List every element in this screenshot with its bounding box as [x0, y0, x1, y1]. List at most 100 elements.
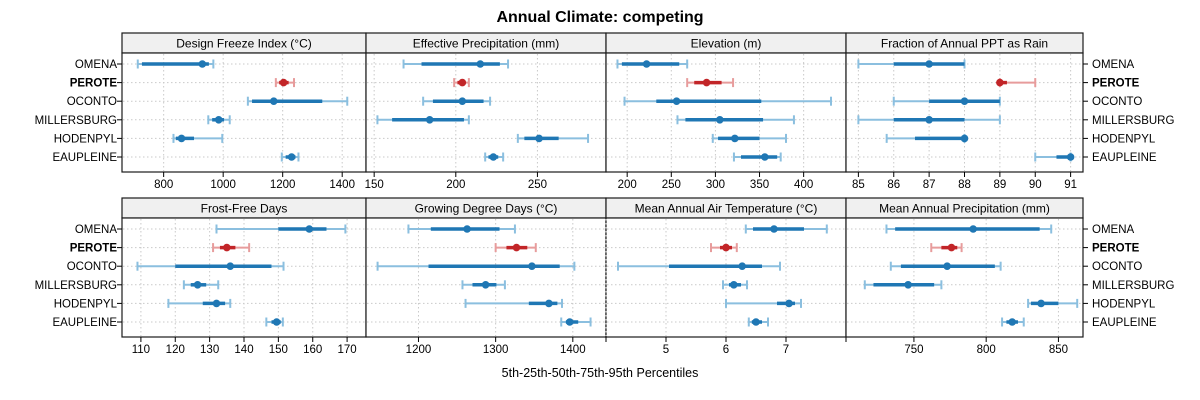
chart-title: Annual Climate: competing — [496, 9, 703, 26]
panel-strip-label: Growing Degree Days (°C) — [415, 202, 558, 216]
x-tick-label: 160 — [303, 344, 322, 356]
interval-row-perote — [930, 243, 963, 253]
median-dot — [731, 134, 739, 143]
x-tick-label: 850 — [1049, 344, 1068, 356]
x-tick-label: 90 — [1029, 179, 1042, 191]
site-label-left-millersburg: MILLERSBURG — [35, 280, 117, 292]
interval-row-oconto — [892, 96, 1001, 106]
median-dot — [969, 225, 977, 233]
interval-row-hodenpyl — [464, 298, 564, 308]
median-dot — [535, 134, 543, 143]
x-tick-label: 1400 — [560, 344, 586, 356]
median-dot — [545, 299, 553, 308]
median-dot — [226, 262, 235, 271]
site-label-left-eaupleine: EAUPLEINE — [52, 317, 117, 329]
interval-row-omena — [407, 224, 516, 234]
site-label-left-eaupleine: EAUPLEINE — [52, 152, 117, 164]
median-dot — [463, 225, 471, 233]
median-dot — [925, 60, 933, 68]
interval-row-eaupleine — [560, 317, 592, 327]
x-tick-label: 140 — [234, 344, 253, 356]
median-dot — [770, 225, 778, 233]
median-dot — [925, 116, 933, 124]
interval-row-perote — [453, 78, 470, 88]
site-label-right-hodenpyl: HODENPYL — [1092, 133, 1156, 145]
panel-strip-label: Mean Annual Precipitation (mm) — [879, 202, 1050, 216]
median-dot — [761, 153, 769, 161]
x-tick-label: 1400 — [329, 179, 355, 191]
x-tick-label: 400 — [794, 179, 813, 191]
interval-row-oconto — [136, 261, 285, 271]
median-dot — [1008, 318, 1016, 326]
median-dot — [272, 318, 281, 326]
median-dot — [212, 299, 221, 308]
median-dot — [214, 116, 223, 124]
interval-row-millersburg — [207, 115, 231, 125]
x-tick-label: 85 — [852, 179, 865, 191]
panels-group: Design Freeze Index (°C) 800 1000 1200 1400 E… — [117, 32, 1088, 356]
site-label-left-perote: PEROTE — [70, 243, 118, 255]
interval-row-oconto — [617, 261, 781, 271]
interval-row-omena — [402, 59, 510, 69]
interval-row-hodenpyl — [1027, 298, 1079, 308]
x-tick-label: 800 — [977, 344, 996, 356]
x-tick-label: 350 — [750, 179, 769, 191]
panel-plot-area — [365, 217, 607, 338]
site-label-right-perote: PEROTE — [1092, 78, 1140, 90]
interval-row-eaupleine — [1034, 152, 1075, 162]
interval-row-hodenpyl — [725, 298, 802, 308]
interval-row-perote — [686, 78, 735, 88]
x-tick-label: 750 — [904, 344, 923, 356]
x-tick-label: 7 — [783, 344, 789, 356]
median-dot — [269, 97, 278, 105]
interval-row-eaupleine — [280, 152, 300, 162]
median-dot — [512, 243, 521, 252]
interval-row-perote — [710, 243, 738, 253]
interval-row-millersburg — [857, 115, 1001, 125]
interval-row-eaupleine — [484, 152, 505, 162]
x-tick-label: 1000 — [210, 179, 236, 191]
median-dot — [489, 153, 498, 161]
x-tick-label: 120 — [166, 344, 185, 356]
median-dot — [305, 225, 314, 233]
panel-strip-label: Fraction of Annual PPT as Rain — [881, 37, 1048, 51]
x-tick-label: 250 — [662, 179, 681, 191]
x-tick-label: 170 — [338, 344, 357, 356]
x-tick-label: 110 — [132, 344, 150, 356]
panel-strip-label: Mean Annual Air Temperature (°C) — [635, 202, 818, 216]
panel-frost-free-days: Frost-Free Days 110 120 130 140 150 160 170 — [117, 197, 367, 356]
x-tick-label: 5 — [663, 344, 669, 356]
median-dot — [960, 97, 969, 105]
median-dot — [565, 318, 574, 326]
site-label-right-eaupleine: EAUPLEINE — [1092, 317, 1157, 329]
site-label-left-omena: OMENA — [75, 224, 118, 236]
interval-row-hodenpyl — [711, 133, 787, 143]
median-dot — [702, 78, 711, 87]
x-tick-label: 88 — [958, 179, 971, 191]
interval-row-omena — [136, 59, 215, 69]
site-label-right-hodenpyl: HODENPYL — [1092, 298, 1156, 310]
site-label-left-oconto: OCONTO — [67, 261, 117, 273]
panel-plot-area — [121, 217, 367, 338]
x-tick-label: 6 — [723, 344, 729, 356]
panel-strip-label: Design Freeze Index (°C) — [176, 37, 312, 51]
x-tick-label: 86 — [887, 179, 900, 191]
interval-row-millersburg — [863, 280, 943, 290]
median-dot — [716, 116, 724, 124]
panel-strip-label: Frost-Free Days — [201, 202, 288, 216]
median-dot — [481, 281, 490, 289]
site-label-right-omena: OMENA — [1092, 59, 1135, 71]
x-tick-label: 150 — [365, 179, 384, 191]
site-label-left-millersburg: MILLERSBURG — [35, 115, 117, 127]
interval-row-omena — [215, 224, 347, 234]
interval-row-omena — [616, 59, 689, 69]
median-dot — [177, 134, 186, 143]
median-dot — [722, 243, 730, 252]
site-label-left-omena: OMENA — [75, 59, 118, 71]
interval-row-perote — [274, 78, 295, 88]
interval-row-hodenpyl — [885, 133, 969, 143]
panel-design-freeze-index-c-: Design Freeze Index (°C) 800 1000 1200 1400 — [117, 32, 367, 191]
x-tick-label: 150 — [269, 344, 288, 356]
median-dot — [672, 97, 681, 105]
